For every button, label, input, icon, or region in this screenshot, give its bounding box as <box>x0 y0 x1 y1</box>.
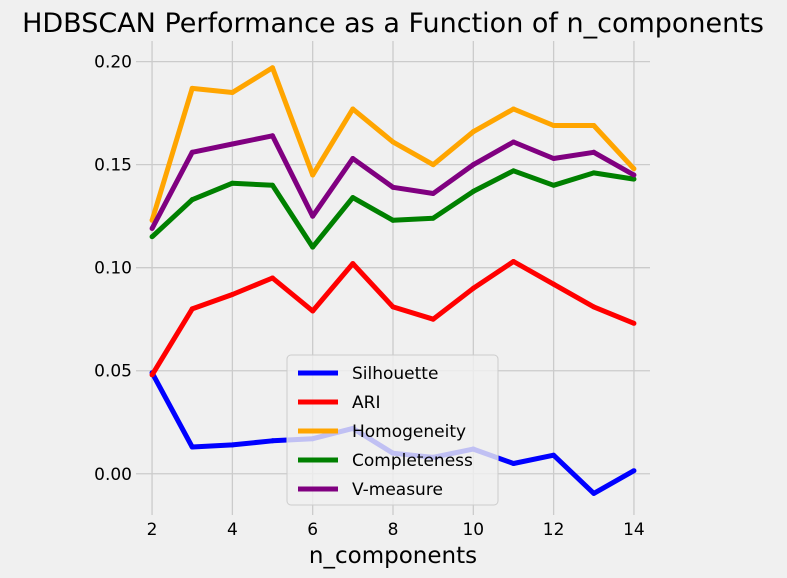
data-point <box>149 234 155 240</box>
data-point <box>189 149 195 155</box>
data-point <box>551 122 557 128</box>
data-point <box>149 372 155 378</box>
data-point <box>591 304 597 310</box>
legend-label: ARI <box>352 393 380 413</box>
data-point <box>189 306 195 312</box>
data-point <box>470 162 476 168</box>
data-point <box>591 170 597 176</box>
x-tick-label: 8 <box>388 520 399 540</box>
data-point <box>270 133 276 139</box>
x-axis-ticks: 2 4 6 8 10 12 14 <box>147 520 645 540</box>
data-point <box>551 281 557 287</box>
data-point <box>270 65 276 71</box>
data-point <box>430 162 436 168</box>
x-axis-label: n_components <box>309 543 477 569</box>
data-point <box>510 460 516 466</box>
legend-box <box>286 354 499 506</box>
data-point <box>430 316 436 322</box>
data-point <box>189 85 195 91</box>
data-point <box>591 122 597 128</box>
data-point <box>591 490 597 496</box>
data-point <box>229 90 235 96</box>
x-tick-label: 2 <box>147 520 158 540</box>
data-point <box>551 182 557 188</box>
data-point <box>390 217 396 223</box>
data-point <box>229 291 235 297</box>
legend-label: Silhouette <box>352 364 438 384</box>
y-tick-label: 0.20 <box>94 53 132 73</box>
data-point <box>310 244 316 250</box>
x-tick-label: 10 <box>462 520 484 540</box>
data-point <box>270 182 276 188</box>
data-point <box>229 141 235 147</box>
data-point <box>390 184 396 190</box>
data-point <box>551 452 557 458</box>
data-point <box>350 155 356 161</box>
data-point <box>631 176 637 182</box>
data-point <box>470 129 476 135</box>
data-point <box>510 259 516 265</box>
data-point <box>310 213 316 219</box>
data-point <box>229 180 235 186</box>
data-point <box>310 308 316 314</box>
data-point <box>470 285 476 291</box>
data-point <box>270 275 276 281</box>
data-point <box>470 188 476 194</box>
data-point <box>390 304 396 310</box>
legend: Silhouette ARI Homogeneity Completeness V-me… <box>286 354 499 506</box>
x-tick-label: 6 <box>307 520 318 540</box>
y-tick-label: 0.05 <box>94 362 132 382</box>
data-point <box>510 106 516 112</box>
data-point <box>350 195 356 201</box>
data-point <box>310 172 316 178</box>
data-point <box>510 139 516 145</box>
data-point <box>430 215 436 221</box>
y-tick-label: 0.00 <box>94 465 132 485</box>
x-tick-label: 4 <box>227 520 238 540</box>
y-tick-label: 0.10 <box>94 259 132 279</box>
data-point <box>631 166 637 172</box>
data-point <box>189 197 195 203</box>
data-point <box>229 442 235 448</box>
x-tick-label: 12 <box>543 520 565 540</box>
legend-label: Completeness <box>352 451 473 471</box>
data-point <box>350 261 356 267</box>
data-point <box>270 438 276 444</box>
data-point <box>390 139 396 145</box>
data-point <box>430 191 436 197</box>
data-point <box>189 444 195 450</box>
y-tick-label: 0.15 <box>94 156 132 176</box>
data-point <box>510 168 516 174</box>
grid <box>136 41 650 515</box>
data-point <box>631 468 637 474</box>
data-point <box>631 172 637 178</box>
x-tick-label: 14 <box>623 520 645 540</box>
data-point <box>149 226 155 232</box>
data-point <box>591 149 597 155</box>
legend-label: V-measure <box>352 480 443 500</box>
legend-label: Homogeneity <box>352 422 466 442</box>
data-point <box>350 106 356 112</box>
data-point <box>551 155 557 161</box>
y-axis-ticks: 0.00 0.05 0.10 0.15 0.20 <box>94 53 132 485</box>
chart-title: HDBSCAN Performance as a Function of n_c… <box>22 8 764 39</box>
data-point <box>631 320 637 326</box>
